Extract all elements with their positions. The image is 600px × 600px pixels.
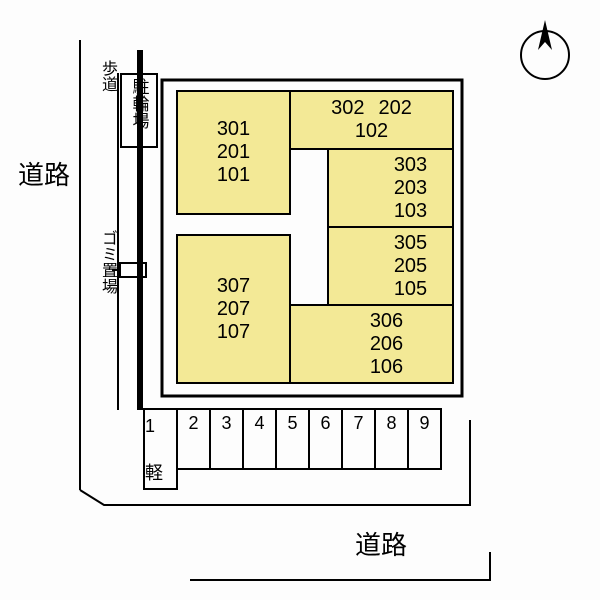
parking-slot: 7 (341, 408, 376, 470)
unit-block-1: 301 201 101 (176, 90, 291, 215)
unit-cell: 306 (370, 310, 403, 333)
compass (520, 30, 570, 80)
parking-number: 8 (386, 413, 396, 434)
unit-cell: 206 (370, 333, 403, 356)
parking-number: 9 (419, 413, 429, 434)
north-arrow-icon (537, 20, 553, 70)
unit-cell: 202 (379, 97, 412, 120)
parking-slot: 8 (374, 408, 409, 470)
bike-parking-label: 駐輪場 (127, 78, 152, 129)
unit-cell: 107 (217, 321, 250, 344)
sidewalk-label: 歩道 (95, 60, 119, 92)
unit-cell: 307 (217, 275, 250, 298)
unit-cell: 301 (217, 118, 250, 141)
unit-cell: 302 (331, 97, 364, 120)
parking-number: 6 (320, 413, 330, 434)
unit-cell: 105 (394, 278, 427, 301)
parking-row: 1 軽 2 3 4 5 6 7 8 9 (143, 408, 442, 490)
unit-cell: 305 (394, 232, 427, 255)
unit-block-5: 307 207 107 (176, 234, 291, 384)
unit-block-6: 306 206 106 (289, 304, 454, 384)
parking-number: 2 (188, 413, 198, 434)
unit-block-3: 303 203 103 (327, 148, 454, 228)
unit-cell: 101 (217, 164, 250, 187)
parking-number: 7 (353, 413, 363, 434)
unit-cell: 103 (394, 200, 427, 223)
parking-slot: 2 (176, 408, 211, 470)
unit-cell: 205 (394, 255, 427, 278)
parking-slot: 4 (242, 408, 277, 470)
kei-label: 軽 (145, 459, 163, 485)
parking-number: 5 (287, 413, 297, 434)
unit-cell: 102 (355, 120, 388, 143)
road-label-left: 道路 (18, 155, 70, 192)
parking-slot: 3 (209, 408, 244, 470)
unit-cell: 303 (394, 154, 427, 177)
parking-number: 4 (254, 413, 264, 434)
parking-number: 1 (145, 416, 155, 437)
parking-number: 3 (221, 413, 231, 434)
unit-cell: 106 (370, 356, 403, 379)
parking-slot: 9 (407, 408, 442, 470)
unit-cell: 207 (217, 298, 250, 321)
road-label-bottom: 道路 (355, 525, 407, 562)
parking-slot: 5 (275, 408, 310, 470)
unit-block-2: 302 202 102 (289, 90, 454, 150)
parking-slot: 6 (308, 408, 343, 470)
unit-cell: 203 (394, 177, 427, 200)
garbage-label: ゴミ置場 (95, 230, 119, 294)
unit-cell: 201 (217, 141, 250, 164)
bike-parking-box: 駐輪場 (120, 73, 158, 148)
parking-slot-1: 1 軽 (143, 408, 178, 490)
unit-block-4: 305 205 105 (327, 226, 454, 306)
